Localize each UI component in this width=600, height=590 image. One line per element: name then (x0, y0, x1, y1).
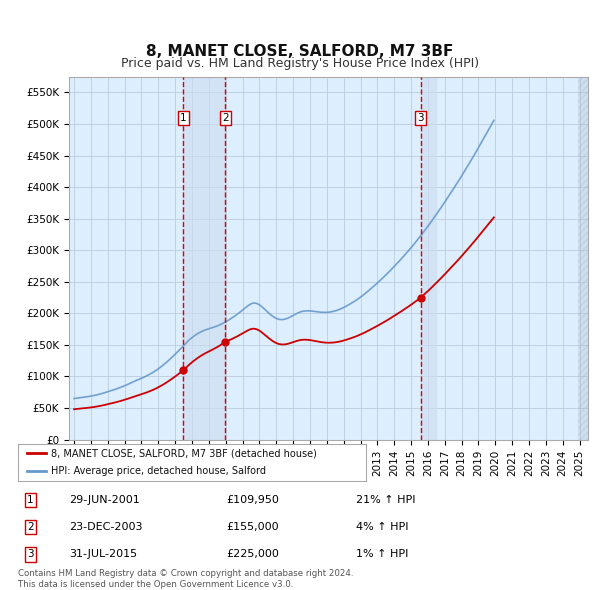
Text: 2: 2 (222, 113, 229, 123)
Text: Price paid vs. HM Land Registry's House Price Index (HPI): Price paid vs. HM Land Registry's House … (121, 57, 479, 70)
Text: 8, MANET CLOSE, SALFORD, M7 3BF: 8, MANET CLOSE, SALFORD, M7 3BF (146, 44, 454, 59)
Text: 29-JUN-2001: 29-JUN-2001 (69, 495, 140, 505)
Text: 1% ↑ HPI: 1% ↑ HPI (356, 549, 409, 559)
Text: 21% ↑ HPI: 21% ↑ HPI (356, 495, 416, 505)
Text: Contains HM Land Registry data © Crown copyright and database right 2024.
This d: Contains HM Land Registry data © Crown c… (18, 569, 353, 589)
Text: 3: 3 (27, 549, 34, 559)
Bar (184, 77, 226, 440)
Text: £155,000: £155,000 (227, 522, 280, 532)
Text: 8, MANET CLOSE, SALFORD, M7 3BF (detached house): 8, MANET CLOSE, SALFORD, M7 3BF (detache… (51, 448, 317, 458)
Bar (578, 77, 590, 440)
Text: HPI: Average price, detached house, Salford: HPI: Average price, detached house, Salf… (51, 466, 266, 476)
Text: 31-JUL-2015: 31-JUL-2015 (69, 549, 137, 559)
Text: 3: 3 (418, 113, 424, 123)
Text: £225,000: £225,000 (227, 549, 280, 559)
Text: £109,950: £109,950 (227, 495, 280, 505)
Text: 4% ↑ HPI: 4% ↑ HPI (356, 522, 409, 532)
Text: 23-DEC-2003: 23-DEC-2003 (69, 522, 142, 532)
Text: 2: 2 (27, 522, 34, 532)
Text: 1: 1 (180, 113, 187, 123)
Bar (421, 77, 436, 440)
Text: 1: 1 (27, 495, 34, 505)
